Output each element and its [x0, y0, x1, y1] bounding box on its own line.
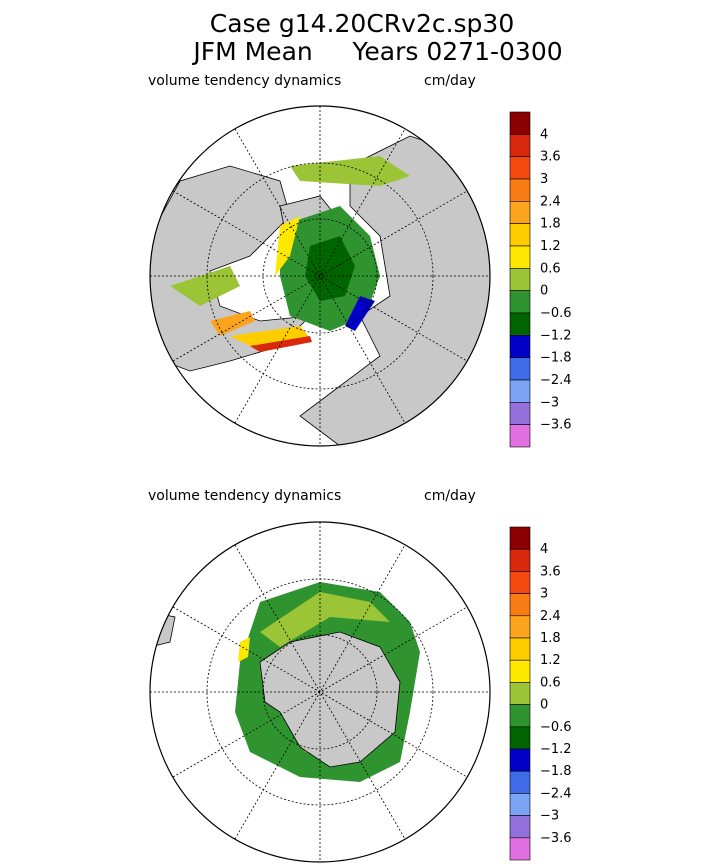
colorbar-label: 2.4: [540, 609, 561, 624]
colorbar-swatch: [509, 793, 531, 816]
colorbar-label: −1.2: [540, 742, 572, 757]
colorbar-swatch: [509, 379, 531, 403]
colorbar-label: 1.2: [540, 239, 561, 254]
units-label: cm/day: [424, 73, 476, 89]
colorbar-label: −3: [540, 809, 559, 824]
colorbar-swatch: [509, 682, 531, 705]
colorbar-label: −3: [540, 395, 559, 410]
units-label: cm/day: [424, 488, 476, 504]
colorbar-label: 3: [540, 172, 548, 187]
colorbar-swatch: [509, 357, 531, 381]
colorbar-swatch: [509, 290, 531, 314]
colorbar-label: 0: [540, 284, 548, 299]
colorbar-swatch: [509, 312, 531, 336]
colorbar-swatch: [509, 593, 531, 617]
title-line: Case g14.20CRv2c.sp30: [210, 9, 515, 38]
colorbar-label: 0.6: [540, 675, 561, 690]
colorbar-label: −0.6: [540, 306, 572, 321]
colorbar-label: 0.6: [540, 261, 561, 276]
colorbar-label: 3.6: [540, 564, 561, 579]
colorbar-label: 4: [540, 542, 548, 557]
south-polar-map: [149, 521, 491, 863]
north-polar-map: [149, 105, 491, 447]
colorbar-swatch: [509, 815, 531, 839]
colorbar-swatch: [509, 637, 531, 661]
colorbar-swatch: [509, 201, 531, 224]
colorbar-label: 2.4: [540, 194, 561, 209]
colorbar-label: 1.8: [540, 631, 561, 646]
colorbar-label: −2.4: [540, 786, 572, 801]
title-line: JFM Mean Years 0271-0300: [191, 37, 562, 66]
colorbar-label: −1.8: [540, 351, 572, 366]
colorbar-swatch: [509, 178, 531, 202]
colorbar-swatch: [509, 726, 531, 750]
colorbar-swatch: [509, 402, 531, 425]
colorbar-swatch: [509, 268, 531, 291]
colorbar-label: −0.6: [540, 720, 572, 735]
colorbar-label: −1.8: [540, 764, 572, 779]
colorbar-swatch: [509, 245, 531, 269]
colorbar-label: −3.6: [540, 418, 572, 433]
colorbar-label: −3.6: [540, 831, 572, 846]
colorbar-label: 4: [540, 127, 548, 142]
colorbar-swatch: [509, 424, 531, 448]
colorbar-swatch: [509, 615, 531, 639]
colorbar-label: 1.8: [540, 217, 561, 232]
colorbar-label: 3.6: [540, 150, 561, 165]
colorbar-swatch: [509, 526, 531, 550]
panel-label: volume tendency dynamics: [148, 73, 341, 89]
panel-label: volume tendency dynamics: [148, 488, 341, 504]
colorbar-swatch: [509, 770, 531, 794]
colorbar-label: −2.4: [540, 373, 572, 388]
colorbar-label: 1.2: [540, 653, 561, 668]
colorbar-swatch: [509, 156, 531, 180]
colorbar-swatch: [509, 837, 531, 861]
colorbar-swatch: [509, 548, 531, 572]
colorbar-swatch: [509, 134, 531, 157]
colorbar-label: 0: [540, 698, 548, 713]
colorbar-swatch: [509, 571, 531, 594]
colorbar-swatch: [509, 659, 531, 683]
colorbar-label: −1.2: [540, 328, 572, 343]
colorbar-swatch: [509, 111, 531, 135]
colorbar-swatch: [509, 223, 531, 247]
colorbar-swatch: [509, 335, 531, 358]
colorbar-swatch: [509, 748, 531, 772]
colorbar-swatch: [509, 704, 531, 728]
colorbar-label: 3: [540, 587, 548, 602]
